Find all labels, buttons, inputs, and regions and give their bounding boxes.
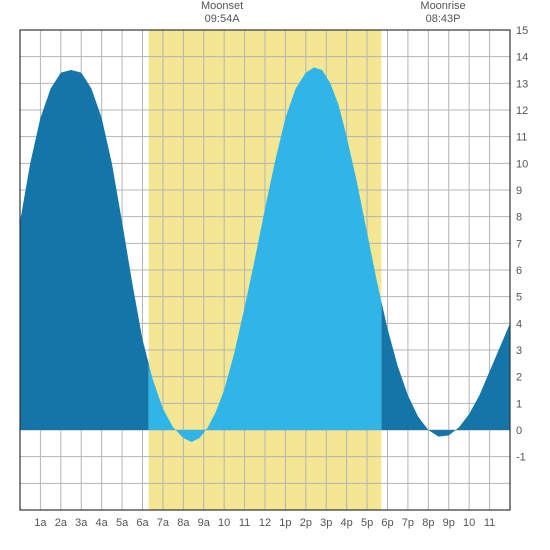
x-tick-label: 10 — [463, 517, 475, 529]
y-tick-label: 8 — [516, 212, 522, 224]
y-tick-label: 1 — [516, 398, 522, 410]
moonset-time: 09:54A — [201, 13, 243, 26]
x-tick-label: 11 — [484, 517, 495, 529]
y-tick-label: 4 — [516, 318, 522, 330]
x-tick-label: 9a — [198, 517, 211, 529]
x-tick-label: 9p — [443, 517, 455, 529]
moonrise-time: 08:43P — [420, 13, 465, 26]
y-tick-label: 6 — [516, 265, 522, 277]
moonset-title: Moonset — [201, 0, 243, 13]
moonrise-label: Moonrise 08:43P — [420, 0, 465, 26]
y-tick-label: 10 — [516, 158, 528, 170]
y-tick-label: 11 — [516, 132, 527, 144]
y-tick-label: -1 — [516, 452, 526, 464]
y-tick-label: 12 — [516, 105, 528, 117]
y-tick-label: 13 — [516, 78, 528, 90]
x-tick-label: 2p — [300, 517, 312, 529]
y-tick-label: 15 — [516, 25, 528, 37]
y-tick-label: 7 — [516, 238, 522, 250]
moonset-label: Moonset 09:54A — [201, 0, 243, 26]
x-tick-label: 3a — [75, 517, 88, 529]
x-tick-label: 6p — [381, 517, 393, 529]
x-tick-label: 12 — [259, 517, 271, 529]
tide-chart: Moonset 09:54A Moonrise 08:43P 151413121… — [0, 0, 550, 550]
y-tick-label: 3 — [516, 345, 522, 357]
x-tick-label: 1a — [34, 517, 47, 529]
y-tick-label: 14 — [516, 52, 528, 64]
y-tick-label: 2 — [516, 372, 522, 384]
x-tick-label: 6a — [136, 517, 149, 529]
x-tick-label: 4p — [341, 517, 353, 529]
x-tick-label: 4a — [96, 517, 109, 529]
x-tick-label: 8a — [177, 517, 190, 529]
x-tick-label: 11 — [239, 517, 250, 529]
x-tick-label: 7p — [402, 517, 414, 529]
x-tick-label: 5p — [361, 517, 373, 529]
moonrise-title: Moonrise — [420, 0, 465, 13]
x-tick-label: 1p — [279, 517, 291, 529]
chart-svg: 1514131211109876543210-11a2a3a4a5a6a7a8a… — [0, 0, 550, 550]
x-tick-label: 8p — [422, 517, 434, 529]
x-tick-label: 7a — [157, 517, 170, 529]
y-tick-label: 0 — [516, 425, 522, 437]
y-tick-label: 5 — [516, 292, 522, 304]
y-tick-label: 9 — [516, 185, 522, 197]
x-tick-label: 2a — [55, 517, 68, 529]
x-tick-label: 5a — [116, 517, 129, 529]
x-tick-label: 3p — [320, 517, 332, 529]
x-tick-label: 10 — [218, 517, 230, 529]
